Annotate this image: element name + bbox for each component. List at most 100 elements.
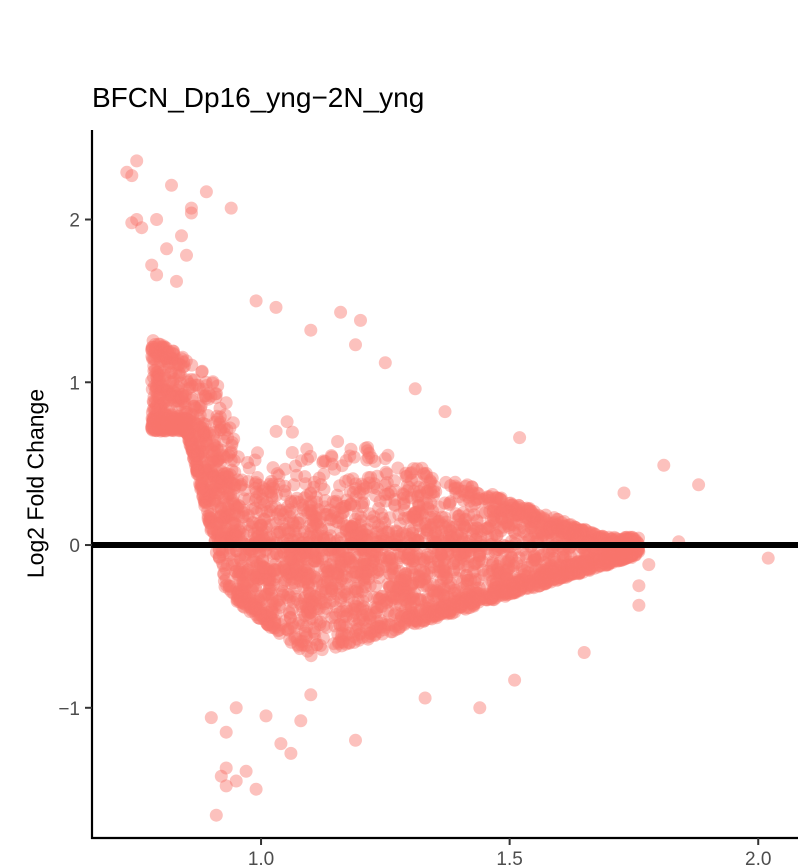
data-point: [266, 619, 280, 633]
data-point: [207, 441, 221, 455]
data-point: [283, 611, 297, 625]
data-point: [430, 611, 444, 625]
data-point: [500, 568, 514, 582]
data-point: [554, 521, 568, 535]
data-point: [520, 528, 534, 541]
data-point: [424, 486, 438, 500]
data-point: [253, 516, 267, 530]
data-point: [250, 506, 264, 519]
data-point: [487, 588, 501, 602]
data-point: [420, 485, 434, 499]
data-point: [587, 554, 601, 568]
data-point: [351, 585, 365, 599]
data-point: [230, 589, 244, 603]
data-point: [273, 626, 287, 640]
data-point: [169, 366, 183, 380]
data-point: [346, 565, 360, 579]
data-point: [431, 565, 445, 578]
data-point: [180, 427, 194, 441]
data-point: [193, 408, 207, 422]
data-point: [548, 515, 562, 529]
data-point: [270, 594, 284, 608]
data-point: [296, 605, 310, 618]
data-point: [148, 410, 162, 424]
data-point: [210, 476, 223, 490]
data-point: [431, 555, 445, 568]
data-point: [176, 395, 190, 408]
data-point: [149, 380, 163, 394]
data-point: [624, 548, 638, 562]
data-point: [441, 519, 455, 533]
data-point: [301, 578, 315, 592]
data-point: [422, 476, 436, 490]
data-point: [225, 463, 239, 477]
data-point: [161, 412, 175, 426]
data-point: [585, 559, 599, 573]
data-point: [188, 449, 202, 462]
data-point: [494, 493, 508, 507]
data-point: [263, 608, 277, 622]
data-point: [255, 593, 268, 607]
data-point: [213, 415, 227, 429]
data-point: [402, 553, 416, 567]
data-point: [385, 552, 398, 566]
data-point: [441, 547, 455, 561]
data-point: [444, 576, 458, 590]
outlier-point: [508, 673, 522, 687]
data-point: [611, 545, 625, 559]
data-point: [544, 565, 558, 579]
data-point: [159, 424, 173, 437]
data-point: [616, 553, 630, 567]
data-point: [450, 595, 464, 608]
data-point: [295, 565, 309, 579]
data-point: [164, 421, 178, 435]
data-point: [420, 591, 434, 605]
data-point: [435, 600, 448, 614]
data-point: [332, 581, 346, 595]
data-point: [356, 482, 370, 496]
data-point: [385, 562, 399, 576]
data-point: [188, 416, 202, 429]
data-point: [348, 585, 362, 599]
data-point: [571, 523, 584, 537]
data-point: [355, 496, 369, 510]
data-point: [267, 563, 281, 577]
data-point: [493, 589, 507, 603]
data-point: [349, 570, 363, 584]
data-point: [188, 456, 202, 470]
outlier-point: [473, 701, 487, 715]
data-point: [247, 595, 260, 609]
data-point: [422, 606, 436, 620]
data-point: [467, 522, 481, 536]
data-point: [196, 489, 210, 503]
data-point: [349, 625, 362, 639]
data-point: [161, 345, 175, 359]
data-point: [334, 591, 348, 605]
outlier-point: [204, 711, 218, 725]
data-point: [153, 415, 166, 429]
data-point: [426, 578, 440, 592]
data-point: [289, 630, 302, 643]
data-point: [233, 593, 247, 607]
data-point: [433, 578, 447, 592]
data-point: [187, 452, 201, 466]
data-point: [269, 424, 283, 438]
data-point: [499, 501, 513, 515]
data-point: [362, 565, 376, 579]
data-point: [493, 521, 507, 535]
data-point: [361, 441, 374, 454]
data-point: [255, 529, 269, 543]
data-point: [263, 565, 277, 579]
data-point: [397, 593, 411, 606]
data-point: [375, 589, 389, 603]
outlier-point: [354, 313, 367, 327]
data-point: [222, 448, 236, 462]
data-point: [527, 550, 541, 564]
data-point: [611, 551, 625, 565]
data-point: [157, 419, 171, 433]
data-point: [442, 496, 456, 510]
data-point: [623, 550, 637, 563]
data-point: [508, 585, 522, 599]
data-point: [166, 415, 180, 428]
data-point: [248, 600, 262, 614]
